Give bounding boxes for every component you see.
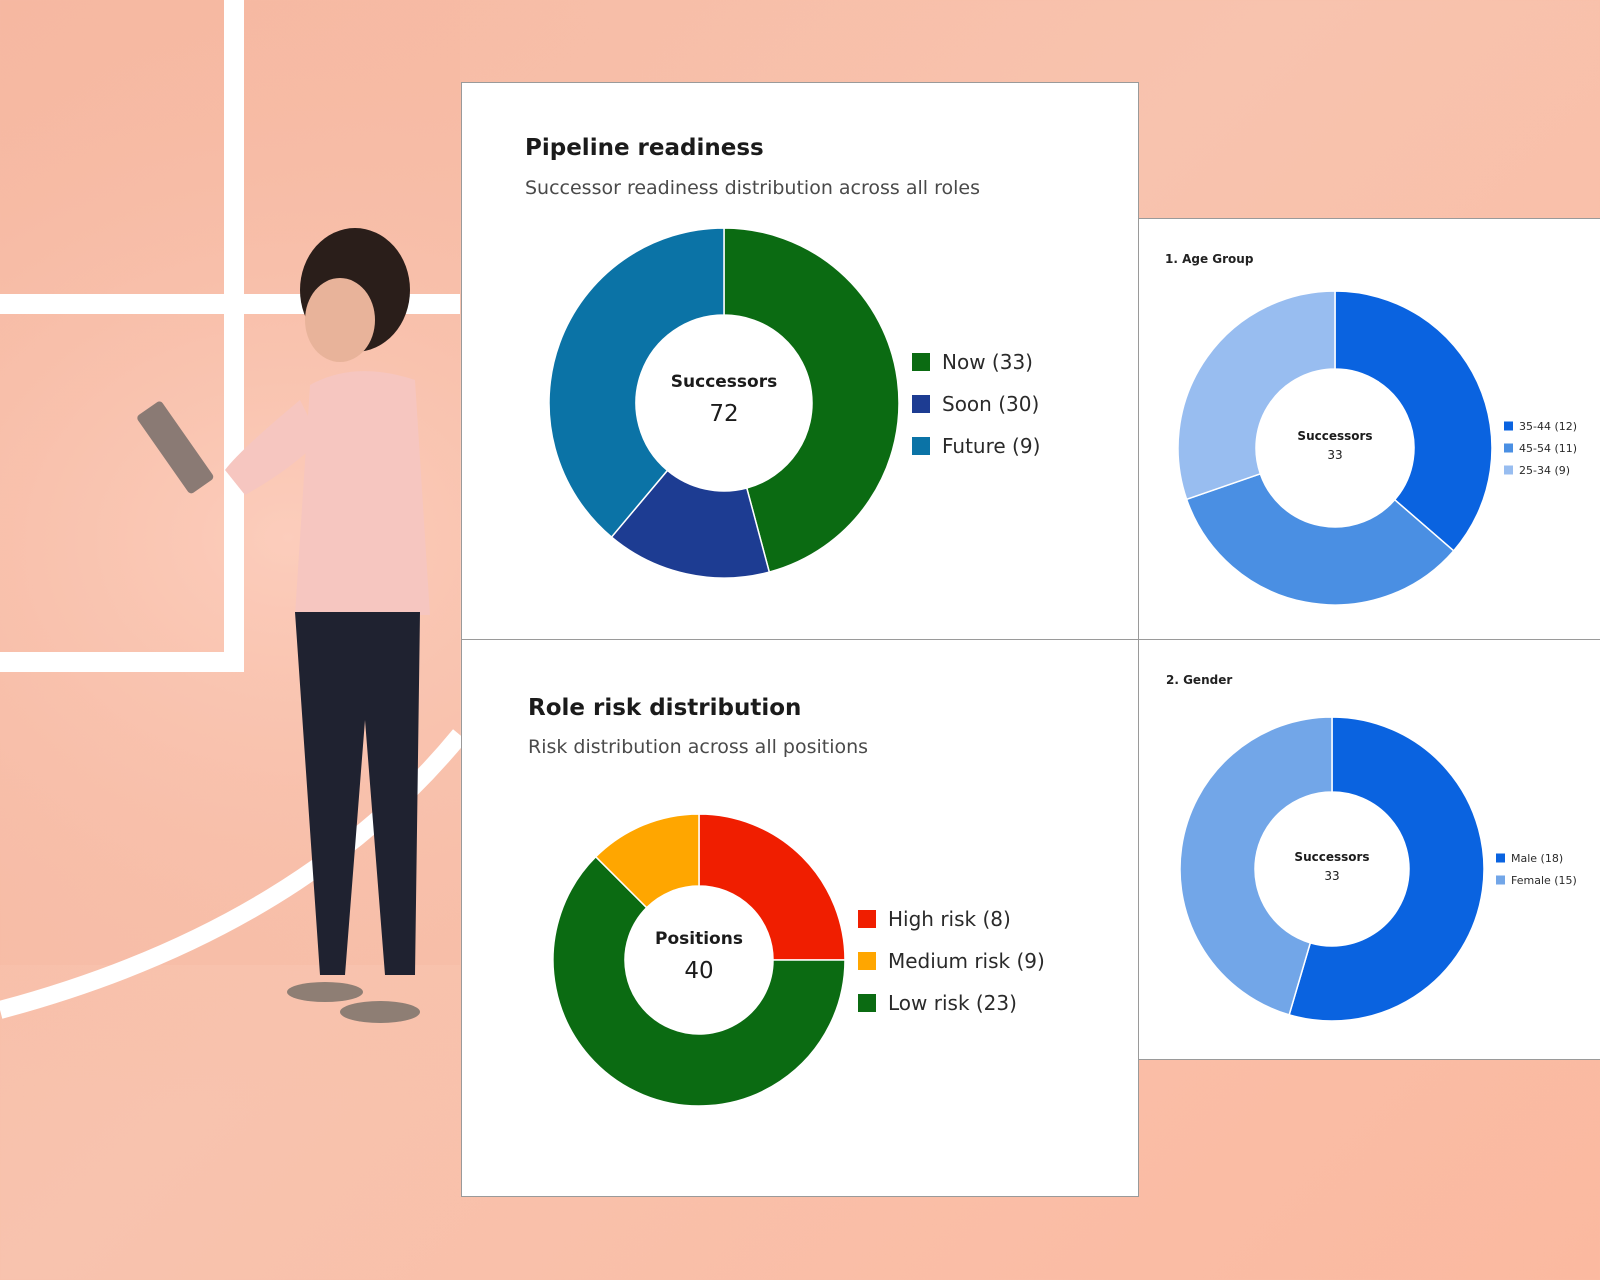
legend-swatch bbox=[1504, 465, 1513, 475]
donut-slice bbox=[610, 469, 771, 579]
legend-swatch bbox=[912, 353, 930, 371]
donut-center-value: 33 bbox=[1324, 869, 1339, 883]
legend-swatch bbox=[1496, 853, 1505, 863]
donut-slice bbox=[1288, 716, 1485, 1022]
legend-swatch bbox=[1504, 421, 1513, 431]
window-frame-bottom bbox=[0, 652, 244, 672]
legend-swatch bbox=[1496, 875, 1505, 885]
panel-title: Pipeline readiness bbox=[525, 135, 764, 161]
legend-label: Medium risk (9) bbox=[888, 949, 1045, 973]
donut-center-label: Successors bbox=[1294, 850, 1369, 864]
pipeline-donut-chart: Successors 72 Now (33) Soon (30) Future (9) bbox=[548, 227, 1040, 579]
donut-slice bbox=[1177, 290, 1336, 501]
donut-slice bbox=[1185, 472, 1455, 606]
donut-slice bbox=[552, 855, 846, 1107]
panel-subtitle: Risk distribution across all positions bbox=[528, 736, 869, 758]
legend-swatch bbox=[858, 994, 876, 1012]
legend-label: Future (9) bbox=[942, 434, 1040, 458]
legend-label: High risk (8) bbox=[888, 907, 1011, 931]
donut-slice bbox=[1179, 716, 1333, 1016]
gender-donut-chart: Successors 33 Male (18) Female (15) bbox=[1179, 716, 1577, 1022]
donut-slice bbox=[723, 227, 900, 573]
legend-label: Now (33) bbox=[942, 350, 1033, 374]
donut-slice bbox=[698, 813, 846, 961]
legend-swatch bbox=[858, 952, 876, 970]
donut-slice bbox=[1334, 290, 1493, 552]
age-donut-chart: Successors 33 35-44 (12) 45-54 (11) 25-34 (9… bbox=[1177, 290, 1577, 606]
donut-center-value: 40 bbox=[684, 958, 713, 984]
donut-center-label: Successors bbox=[1297, 429, 1372, 443]
donut-center-label: Successors bbox=[671, 372, 777, 392]
legend-label: Low risk (23) bbox=[888, 991, 1017, 1015]
legend-swatch bbox=[858, 910, 876, 928]
donut-center-label: Positions bbox=[655, 929, 743, 949]
legend-swatch bbox=[912, 395, 930, 413]
donut-slice bbox=[548, 227, 725, 539]
legend-swatch bbox=[912, 437, 930, 455]
legend-label: Soon (30) bbox=[942, 392, 1039, 416]
legend-swatch bbox=[1504, 443, 1513, 453]
donut-center-value: 72 bbox=[709, 401, 738, 427]
panel-title: 1. Age Group bbox=[1165, 252, 1254, 266]
legend-label: Female (15) bbox=[1511, 874, 1577, 887]
risk-donut-chart: Positions 40 High risk (8) Medium risk (9) L… bbox=[552, 813, 1045, 1107]
donut-slice bbox=[594, 813, 700, 909]
person-illustration bbox=[137, 228, 430, 1023]
window-frame-vertical bbox=[224, 0, 244, 672]
donut-center-value: 33 bbox=[1327, 448, 1342, 462]
panel-subtitle: Successor readiness distribution across … bbox=[525, 177, 980, 199]
panel-title: 2. Gender bbox=[1166, 673, 1233, 687]
legend-label: 35-44 (12) bbox=[1519, 420, 1577, 433]
legend-label: Male (18) bbox=[1511, 852, 1563, 865]
panel-title: Role risk distribution bbox=[528, 695, 802, 721]
legend-label: 45-54 (11) bbox=[1519, 442, 1577, 455]
legend-label: 25-34 (9) bbox=[1519, 464, 1570, 477]
